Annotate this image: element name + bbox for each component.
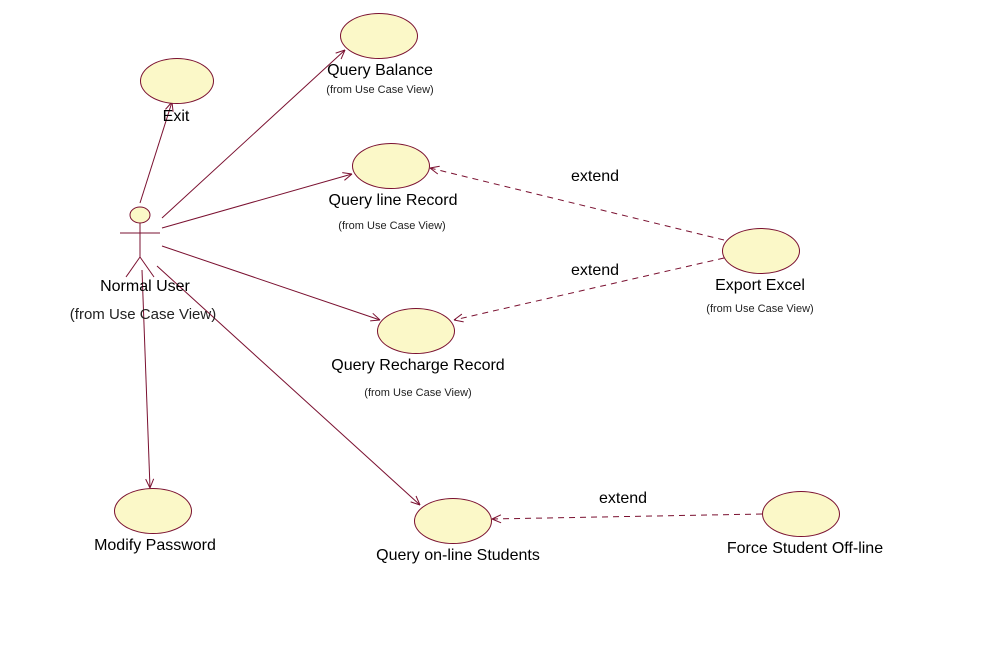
usecase-query-line-record <box>352 143 430 189</box>
usecase-exit <box>140 58 214 104</box>
usecase-export-excel <box>722 228 800 274</box>
usecase-force-student-offline <box>762 491 840 537</box>
usecase-query-online-students-label: Query on-line Students <box>358 547 558 565</box>
usecase-query-line-record-sublabel: (from Use Case View) <box>322 220 462 232</box>
usecase-export-excel-sublabel: (from Use Case View) <box>690 303 830 315</box>
usecase-modify-password-label: Modify Password <box>70 537 240 555</box>
usecase-query-recharge-record-sublabel: (from Use Case View) <box>348 387 488 399</box>
association-line <box>142 270 150 488</box>
actor-sublabel: (from Use Case View) <box>68 306 218 323</box>
extend-line <box>492 514 762 519</box>
usecase-diagram: Exit Query Balance (from Use Case View) … <box>0 0 1000 650</box>
usecase-query-online-students <box>414 498 492 544</box>
actor-icon <box>120 207 160 277</box>
usecase-export-excel-label: Export Excel <box>700 277 820 295</box>
extend-label-1: extend <box>560 168 630 186</box>
usecase-modify-password <box>114 488 192 534</box>
usecase-exit-label: Exit <box>140 108 212 126</box>
usecase-query-line-record-label: Query line Record <box>308 192 478 210</box>
usecase-query-balance <box>340 13 418 59</box>
usecase-force-student-offline-label: Force Student Off-line <box>705 540 905 558</box>
association-line <box>157 266 420 505</box>
extend-label-3: extend <box>588 490 658 508</box>
usecase-query-balance-sublabel: (from Use Case View) <box>310 84 450 96</box>
usecase-query-balance-label: Query Balance <box>300 62 460 80</box>
extend-label-2: extend <box>560 262 630 280</box>
usecase-query-recharge-record-label: Query Recharge Record <box>308 357 528 375</box>
actor-label: Normal User <box>90 278 200 296</box>
usecase-query-recharge-record <box>377 308 455 354</box>
